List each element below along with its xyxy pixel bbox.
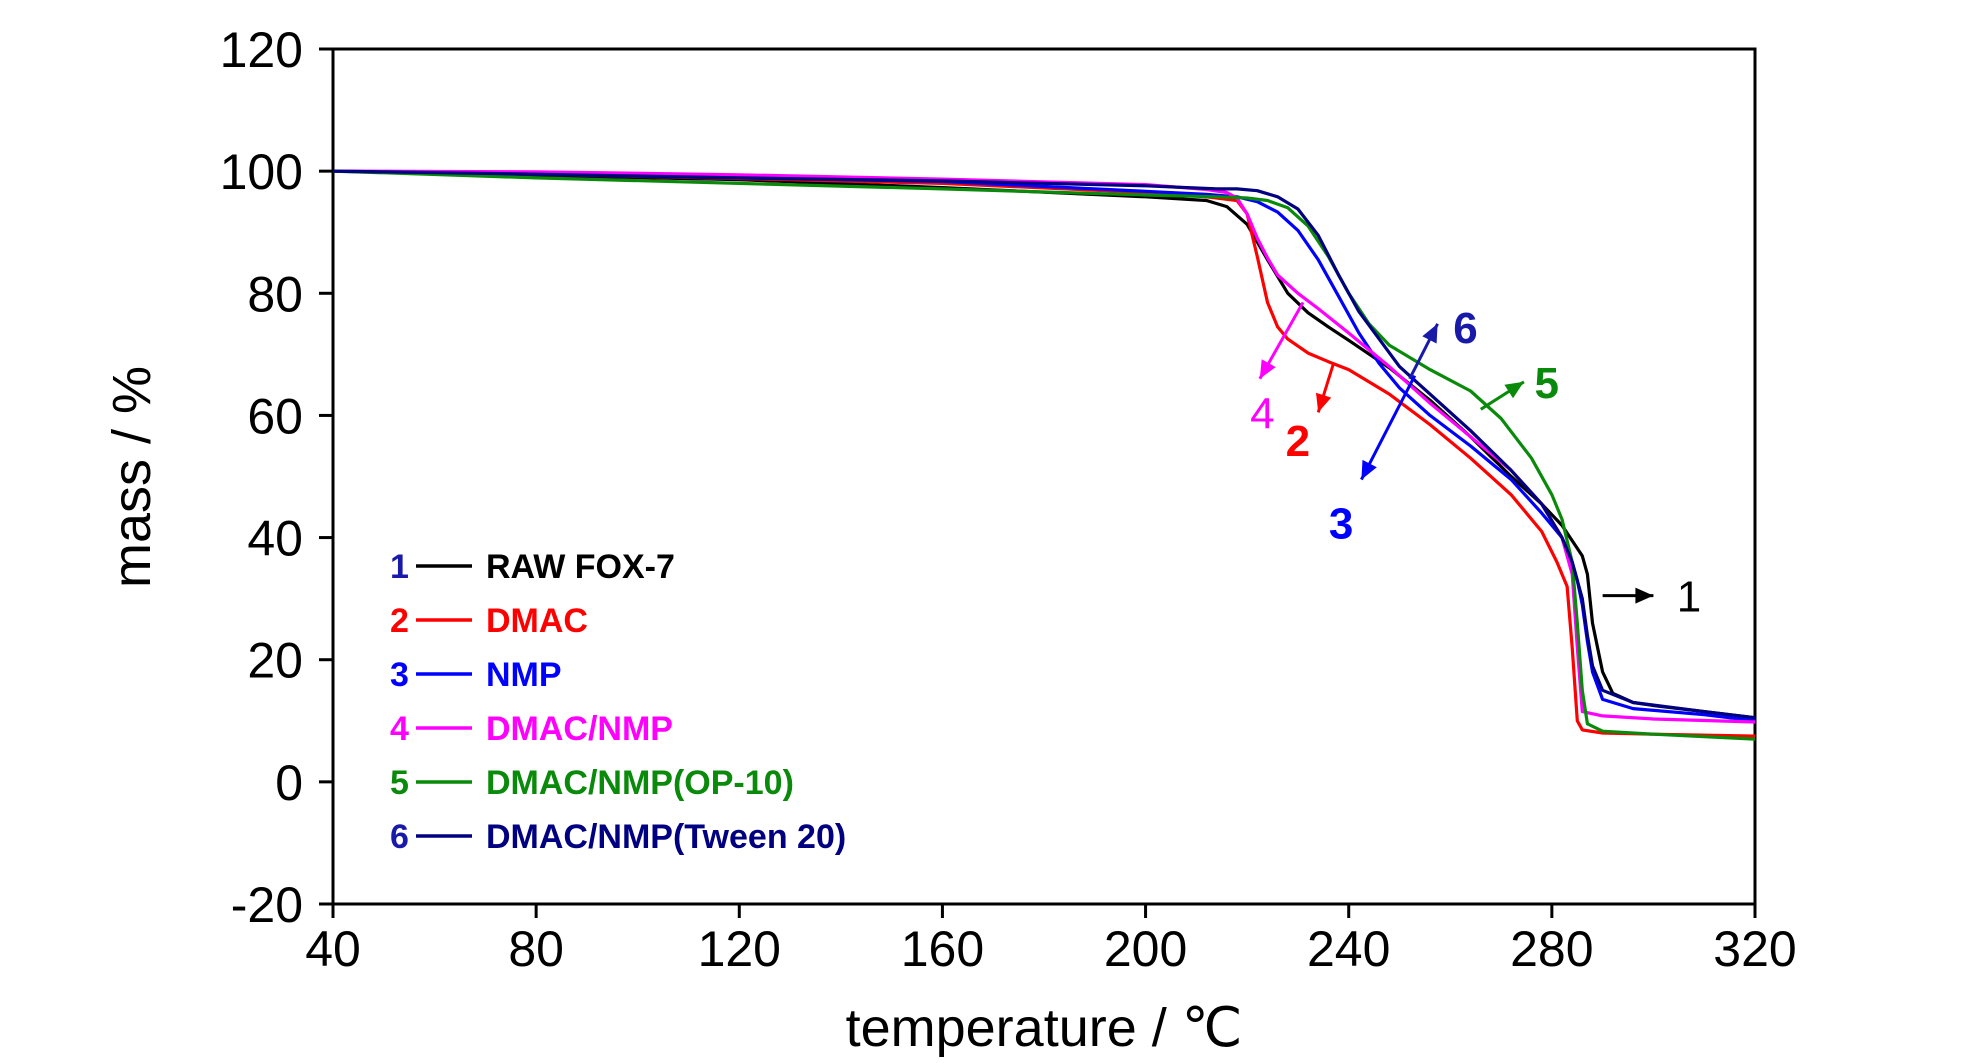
x-axis-title: temperature / ℃ <box>846 998 1243 1058</box>
series-line-6 <box>333 169 1755 720</box>
annotation-label-5: 5 <box>1535 359 1559 408</box>
legend-number-6: 6 <box>390 818 409 856</box>
x-tick-label: 40 <box>305 921 361 977</box>
plot-frame <box>331 47 1757 906</box>
y-tick-label: 40 <box>247 511 303 567</box>
legend-label-3: NMP <box>486 656 562 694</box>
x-tick-label: 280 <box>1510 921 1593 977</box>
annotation-label-1: 1 <box>1677 573 1701 622</box>
annotation-arrow-head-3 <box>1361 459 1377 480</box>
x-tick-label: 240 <box>1307 921 1390 977</box>
legend-number-4: 4 <box>390 710 409 748</box>
y-tick-label: 20 <box>247 633 303 689</box>
x-tick-label: 320 <box>1713 921 1796 977</box>
legend: 1 RAW FOX-7 2 DMAC 3 NMP 4 DMAC/NMP 5 DMAC/NMP(OP… <box>390 548 846 856</box>
y-tick-label: 0 <box>275 755 303 811</box>
y-tick-label: 60 <box>247 388 303 444</box>
annotation-arrow-line-3 <box>1360 375 1417 481</box>
legend-number-1: 1 <box>390 548 409 586</box>
legend-label-4: DMAC/NMP <box>486 710 673 748</box>
axis-ticks: 40 80 120 160 200 240 280 320 -20 0 20 40 60 80 100 120 <box>220 22 1797 977</box>
series-line-5 <box>333 169 1755 741</box>
annotation-label-4: 4 <box>1250 389 1274 438</box>
annotation-label-2: 2 <box>1286 417 1310 466</box>
legend-label-2: DMAC <box>486 602 588 640</box>
x-tick-label: 120 <box>698 921 781 977</box>
x-tick-label: 200 <box>1104 921 1187 977</box>
legend-number-5: 5 <box>390 764 409 802</box>
annotation-arrow-head-5 <box>1504 381 1524 399</box>
x-tick-label: 80 <box>508 921 564 977</box>
annotation-label-6: 6 <box>1453 304 1477 353</box>
legend-label-1: RAW FOX-7 <box>486 548 675 586</box>
annotation-arrow-head-1 <box>1635 587 1654 604</box>
legend-label-5: DMAC/NMP(OP-10) <box>486 764 794 802</box>
series-line-2 <box>333 169 1755 738</box>
annotation-arrow-head-4 <box>1259 359 1276 379</box>
y-tick-label: 120 <box>220 22 303 78</box>
x-tick-label: 160 <box>901 921 984 977</box>
y-tick-label: 100 <box>220 144 303 200</box>
annotation-label-3: 3 <box>1329 499 1353 548</box>
legend-number-3: 3 <box>390 656 409 694</box>
legend-number-2: 2 <box>390 602 409 640</box>
annotation-arrow-head-6 <box>1422 323 1438 344</box>
y-axis-title: mass / % <box>102 366 162 588</box>
legend-label-6: DMAC/NMP(Tween 20) <box>486 818 846 856</box>
series-lines <box>333 169 1755 741</box>
annotation-arrow-head-2 <box>1316 392 1332 413</box>
y-tick-label: -20 <box>231 877 303 933</box>
y-tick-label: 80 <box>247 266 303 322</box>
